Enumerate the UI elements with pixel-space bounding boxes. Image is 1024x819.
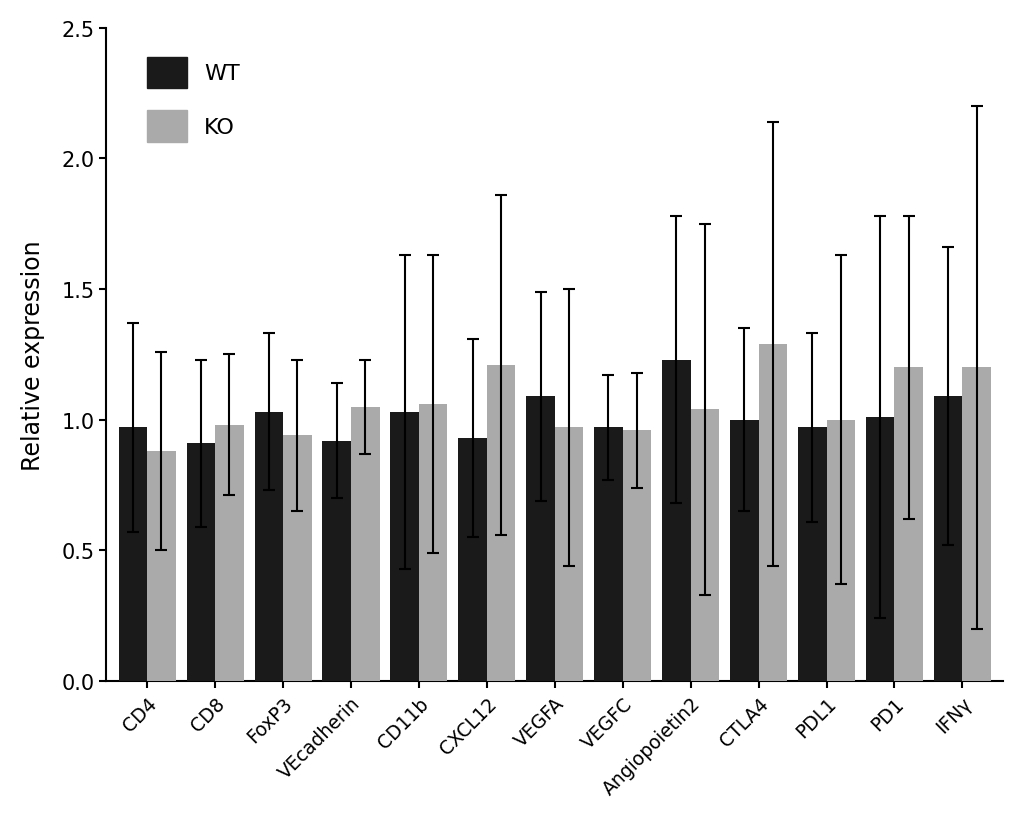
Bar — [526, 396, 555, 681]
Bar — [419, 405, 447, 681]
Bar — [390, 412, 419, 681]
Bar — [798, 428, 826, 681]
Bar — [283, 436, 311, 681]
Bar — [186, 444, 215, 681]
Bar — [351, 407, 380, 681]
Bar — [119, 428, 147, 681]
Bar — [594, 428, 623, 681]
Y-axis label: Relative expression: Relative expression — [20, 240, 45, 470]
Bar — [934, 396, 963, 681]
Bar — [866, 418, 895, 681]
Bar — [555, 428, 584, 681]
Bar — [323, 441, 351, 681]
Legend: WT, KO: WT, KO — [135, 47, 251, 154]
Bar — [895, 368, 923, 681]
Bar — [730, 420, 759, 681]
Bar — [255, 412, 283, 681]
Bar — [459, 438, 486, 681]
Bar — [759, 345, 787, 681]
Bar — [623, 431, 651, 681]
Bar — [826, 420, 855, 681]
Bar — [690, 410, 719, 681]
Bar — [663, 360, 690, 681]
Bar — [147, 451, 176, 681]
Bar — [486, 365, 515, 681]
Bar — [215, 425, 244, 681]
Bar — [963, 368, 991, 681]
